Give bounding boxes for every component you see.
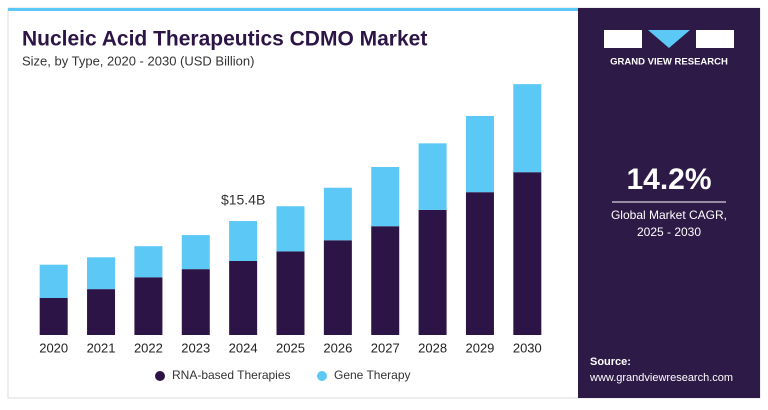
legend-marker (155, 371, 165, 381)
x-tick-label: 2021 (87, 340, 116, 355)
total-label: $15.4B (221, 192, 265, 208)
bar-segment (134, 246, 163, 278)
bar-segment (87, 289, 116, 335)
bar-segment (276, 206, 305, 252)
brand: GRAND VIEW RESEARCH (610, 57, 728, 68)
chart-title: Nucleic Acid Therapeutics CDMO Market (22, 28, 427, 51)
bar-segment (87, 257, 116, 290)
bar-segment (465, 192, 494, 335)
legend-marker (317, 371, 327, 381)
bar-segment (229, 261, 258, 335)
bar-segment (276, 251, 305, 335)
bar-segment (418, 209, 447, 335)
chart-subtitle: Size, by Type, 2020 - 2030 (USD Billion) (22, 53, 254, 68)
source-url: www.grandviewresearch.com (589, 372, 733, 384)
logo-block (696, 30, 734, 48)
bar-segment (181, 235, 210, 270)
legend-label: Gene Therapy (334, 368, 411, 382)
x-tick-label: 2027 (371, 340, 400, 355)
x-tick-label: 2020 (39, 340, 68, 355)
x-tick-label: 2025 (276, 340, 305, 355)
bar-segment (513, 84, 542, 173)
cagr-value: 14.2% (626, 163, 711, 196)
cagr-caption: 2025 - 2030 (637, 225, 701, 239)
x-tick-label: 2022 (134, 340, 163, 355)
bar-segment (371, 167, 400, 227)
logo-block (604, 30, 642, 48)
bar-segment (323, 240, 352, 335)
bar-segment (513, 172, 542, 335)
bar-segment (134, 277, 163, 335)
source-label: Source: (590, 356, 631, 368)
bar-segment (39, 264, 68, 298)
x-tick-label: 2023 (181, 340, 210, 355)
bar-segment (323, 187, 352, 241)
sidebar (578, 8, 760, 398)
x-tick-label: 2028 (418, 340, 447, 355)
bar-segment (229, 221, 258, 261)
bar-segment (371, 226, 400, 335)
x-tick-label: 2030 (513, 340, 542, 355)
bar-segment (39, 298, 68, 335)
top-accent (8, 8, 578, 11)
legend-label: RNA-based Therapies (172, 368, 291, 382)
bar-segment (465, 115, 494, 193)
logo (604, 30, 734, 48)
x-tick-label: 2024 (229, 340, 258, 355)
logo-block (648, 30, 690, 48)
x-tick-label: 2026 (323, 340, 352, 355)
bar-segment (418, 143, 447, 210)
bar-segment (181, 269, 210, 335)
x-tick-label: 2029 (465, 340, 494, 355)
cagr-caption: Global Market CAGR, (611, 208, 727, 222)
